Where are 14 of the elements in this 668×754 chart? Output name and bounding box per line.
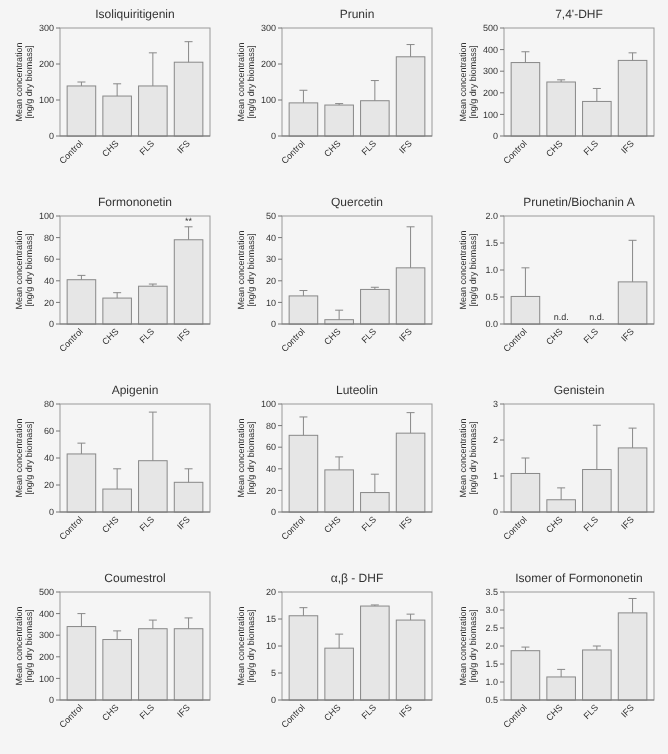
bar <box>617 59 648 137</box>
bar <box>395 619 426 701</box>
bar <box>360 288 390 325</box>
bar <box>360 605 390 701</box>
bar <box>66 85 97 137</box>
bar <box>102 639 132 701</box>
bar <box>138 628 168 701</box>
bar <box>102 297 132 325</box>
bar <box>288 615 319 701</box>
bar <box>138 285 168 325</box>
bar <box>66 279 97 325</box>
bar <box>546 81 576 137</box>
bar <box>324 104 354 137</box>
bar <box>288 295 319 325</box>
